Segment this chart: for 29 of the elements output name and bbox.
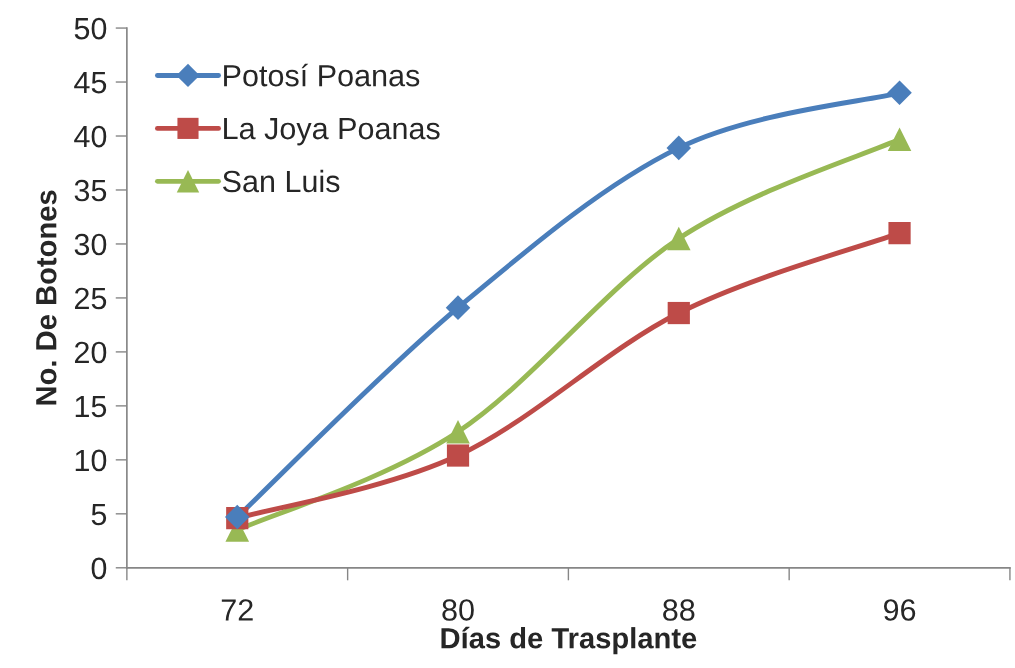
legend-label: San Luis [222, 169, 340, 193]
point [446, 444, 470, 467]
y-tick-label: 5 [91, 503, 107, 526]
x-tick-label: 96 [883, 599, 916, 621]
y-tick-label: 45 [74, 72, 107, 94]
legend-label: La Joya Poanas [224, 118, 440, 146]
point [445, 295, 471, 320]
y-tick-label: 40 [74, 125, 107, 148]
y-tick-label: 20 [74, 341, 107, 364]
y-tick-label: 30 [74, 233, 107, 256]
x-tick-label: 80 [442, 599, 474, 621]
point [667, 301, 690, 325]
x-tick-label: 88 [663, 599, 695, 621]
y-tick-label: 25 [74, 287, 107, 310]
y-tick-label: 35 [74, 179, 107, 202]
y-axis-title: No. De Botones [36, 190, 57, 405]
point [666, 135, 692, 161]
point [666, 226, 691, 251]
legend-label: Potosí Poanas [224, 63, 420, 87]
y-tick-label: 10 [75, 449, 107, 472]
x-tick-label: 72 [221, 599, 253, 621]
y-tick-label: 50 [74, 17, 107, 40]
x-axis-title: Días de Trasplante [441, 626, 697, 655]
point [887, 80, 912, 106]
y-tick-label: 15 [75, 395, 107, 418]
point [888, 222, 911, 245]
point [446, 419, 470, 444]
y-tick-label: 0 [91, 557, 107, 580]
point [887, 127, 912, 152]
